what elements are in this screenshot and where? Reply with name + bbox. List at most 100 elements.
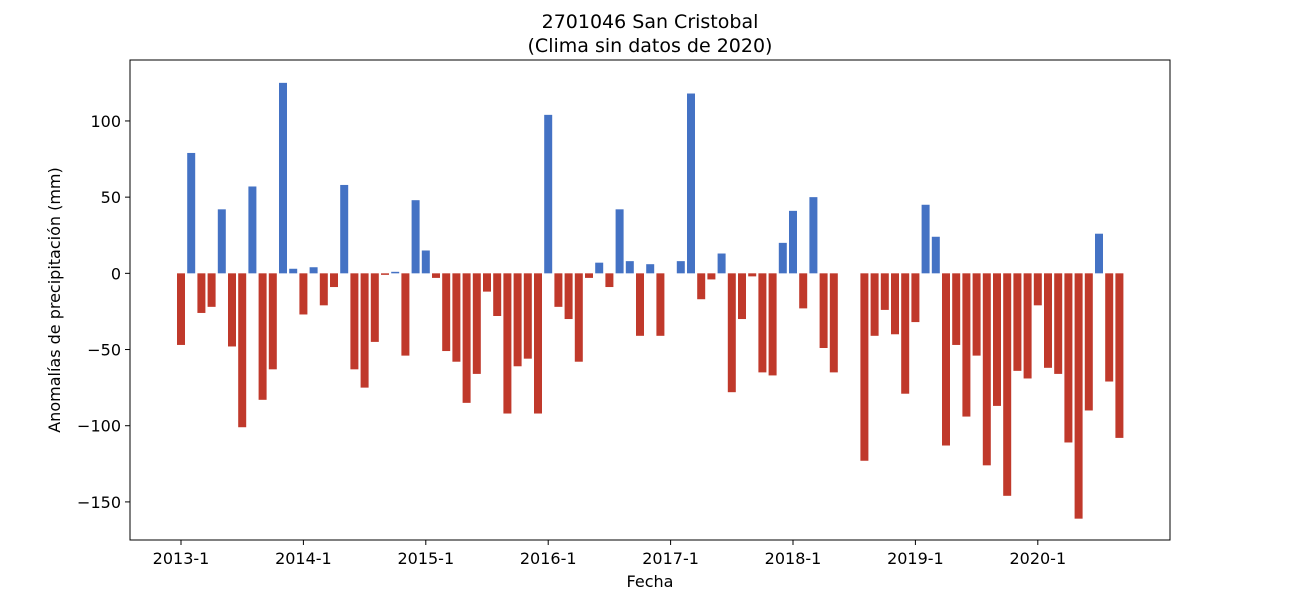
bar [880, 273, 889, 310]
bar [432, 273, 440, 278]
bar [636, 273, 644, 336]
y-axis-label: Anomalías de precipitación (mm) [45, 167, 64, 433]
bar [411, 200, 420, 274]
bar [554, 273, 563, 307]
bar [1095, 233, 1103, 274]
bar [758, 273, 767, 373]
bar [870, 273, 879, 336]
bars-group [177, 82, 1124, 519]
bar [1074, 273, 1083, 519]
bar [646, 264, 655, 274]
bar [738, 273, 746, 320]
bar [1064, 273, 1073, 443]
bar [177, 273, 185, 345]
bar [1105, 273, 1114, 382]
bar [809, 197, 818, 274]
bar [238, 273, 247, 428]
bar [503, 273, 512, 414]
bar [1023, 273, 1032, 379]
bar [625, 261, 634, 274]
bar [717, 253, 726, 274]
bar [1044, 273, 1052, 368]
bar [452, 273, 461, 362]
bar [1003, 273, 1012, 496]
bar [268, 273, 277, 370]
bar [248, 186, 257, 274]
bar [564, 273, 573, 320]
bar [330, 273, 338, 288]
y-tick-label: −100 [77, 417, 121, 436]
bar [289, 268, 298, 274]
plot-frame [129, 59, 1171, 541]
x-tick-label: 2016-1 [520, 549, 577, 568]
bar [585, 273, 593, 278]
bar [1054, 273, 1063, 374]
bar [350, 273, 359, 370]
bar [442, 273, 451, 352]
bar [370, 273, 379, 342]
bar [676, 261, 685, 274]
chart-subtitle: (Clima sin datos de 2020) [528, 35, 773, 57]
bar [360, 273, 369, 388]
bar [279, 82, 287, 274]
bar [615, 209, 624, 274]
bar [1013, 273, 1022, 371]
bar [931, 236, 940, 274]
bar [789, 210, 797, 274]
bar [1033, 273, 1042, 306]
bar [472, 273, 481, 374]
bar [544, 114, 553, 274]
bar [911, 273, 920, 323]
bar [748, 273, 757, 277]
bar [401, 273, 410, 356]
bar [1084, 273, 1093, 411]
bar [462, 273, 471, 403]
y-tick-label: 50 [101, 188, 121, 207]
bar [381, 273, 389, 275]
bar [819, 273, 828, 348]
bar [962, 273, 971, 417]
chart-title: 2701046 San Cristobal [542, 11, 759, 33]
bar [605, 273, 614, 288]
bar [972, 273, 981, 356]
y-tick-label: −150 [77, 493, 121, 512]
y-tick-label: −50 [87, 341, 121, 360]
bar [778, 242, 787, 274]
bar [595, 262, 604, 274]
bar [982, 273, 991, 466]
bar [687, 93, 695, 274]
bar [340, 184, 349, 274]
y-axis-ticks: 100 50 0 −50 −100 −150 [77, 112, 130, 512]
bar [319, 273, 328, 306]
x-tick-label: 2013-1 [153, 549, 210, 568]
bar [656, 273, 665, 336]
bar [258, 273, 267, 400]
bar [513, 273, 522, 367]
bar [952, 273, 961, 345]
bar [891, 273, 899, 335]
x-tick-label: 2018-1 [765, 549, 822, 568]
bar [993, 273, 1001, 406]
bar [860, 273, 869, 461]
bar [523, 273, 532, 359]
bar [217, 209, 226, 274]
bar [942, 273, 950, 446]
bar [228, 273, 236, 347]
x-axis-label: Fecha [627, 572, 674, 591]
bar [707, 273, 716, 280]
y-tick-label: 100 [90, 112, 121, 131]
bar [299, 273, 308, 315]
y-tick-label: 0 [111, 264, 121, 283]
bar [421, 250, 430, 274]
x-axis-ticks: 2013-1 2014-1 2015-1 2016-1 2017-1 2018-1 2019… [153, 540, 1066, 568]
bar [207, 273, 216, 307]
bar [187, 152, 196, 274]
bar [901, 273, 910, 394]
bar [768, 273, 777, 376]
bar [921, 204, 930, 274]
bar [697, 273, 706, 300]
bar [483, 273, 491, 292]
x-tick-label: 2014-1 [275, 549, 332, 568]
bar [534, 273, 542, 414]
